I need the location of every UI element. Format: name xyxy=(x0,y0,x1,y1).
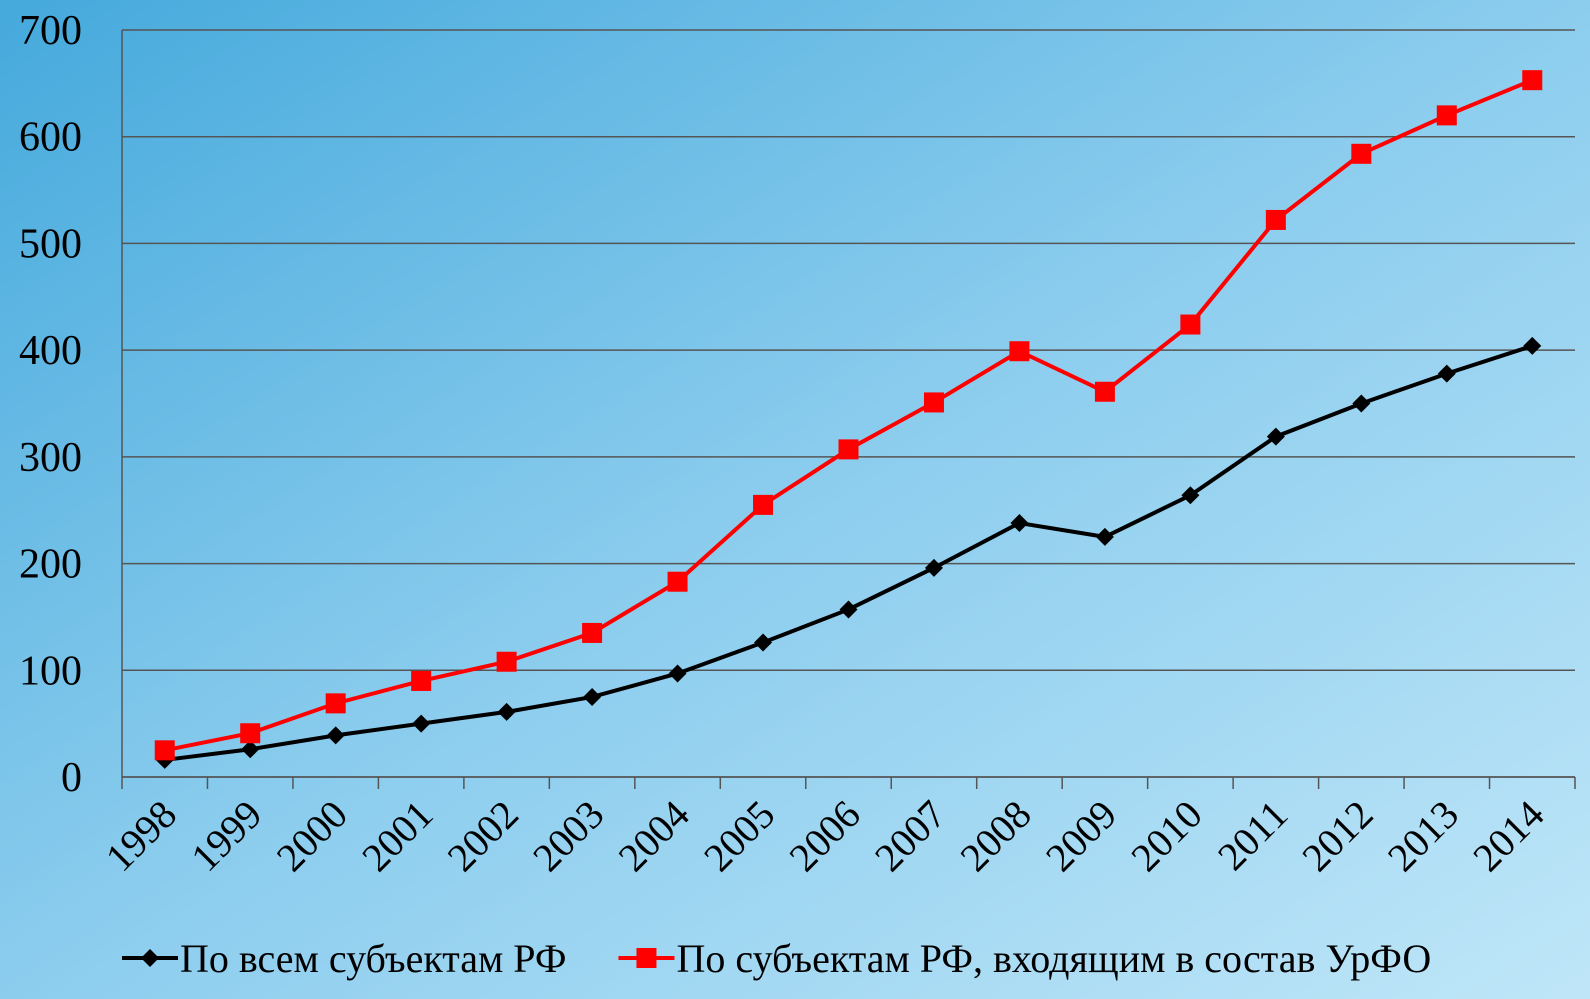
y-tick-label: 100 xyxy=(19,648,82,694)
marker xyxy=(1436,105,1457,126)
legend-marker xyxy=(636,948,657,968)
marker xyxy=(1095,527,1114,546)
marker xyxy=(1094,381,1115,402)
y-tick-label: 700 xyxy=(19,8,82,54)
y-tick-label: 300 xyxy=(19,435,82,481)
y-tick-label: 0 xyxy=(61,755,82,801)
y-tick-label: 200 xyxy=(19,542,82,588)
marker xyxy=(241,740,260,759)
marker xyxy=(1266,427,1285,446)
marker xyxy=(1522,70,1543,91)
marker xyxy=(1180,314,1201,335)
marker xyxy=(923,392,944,413)
y-tick-label: 400 xyxy=(19,328,82,374)
marker xyxy=(1265,209,1286,230)
legend-label: По субъектам РФ, входящим в состав УрФО xyxy=(676,936,1431,981)
marker xyxy=(754,633,773,652)
marker xyxy=(1352,394,1371,413)
marker xyxy=(667,571,688,592)
marker xyxy=(1351,143,1372,164)
marker xyxy=(753,494,774,515)
marker xyxy=(838,439,859,460)
marker xyxy=(583,687,602,706)
marker xyxy=(668,664,687,683)
marker xyxy=(1437,364,1456,383)
y-tick-label: 500 xyxy=(19,221,82,267)
marker xyxy=(1523,336,1542,355)
marker xyxy=(325,693,346,714)
marker xyxy=(154,740,175,761)
marker xyxy=(924,558,943,577)
legend-marker xyxy=(141,949,159,967)
marker xyxy=(496,651,517,672)
marker xyxy=(1009,341,1030,362)
marker xyxy=(839,600,858,619)
marker xyxy=(1010,514,1029,533)
legend-label: По всем субъектам РФ xyxy=(180,936,566,981)
marker xyxy=(411,670,432,691)
marker xyxy=(497,702,516,721)
marker xyxy=(1181,486,1200,505)
marker xyxy=(326,726,345,745)
marker xyxy=(412,714,431,733)
marker xyxy=(582,622,603,643)
marker xyxy=(240,723,261,744)
y-tick-label: 600 xyxy=(19,115,82,161)
